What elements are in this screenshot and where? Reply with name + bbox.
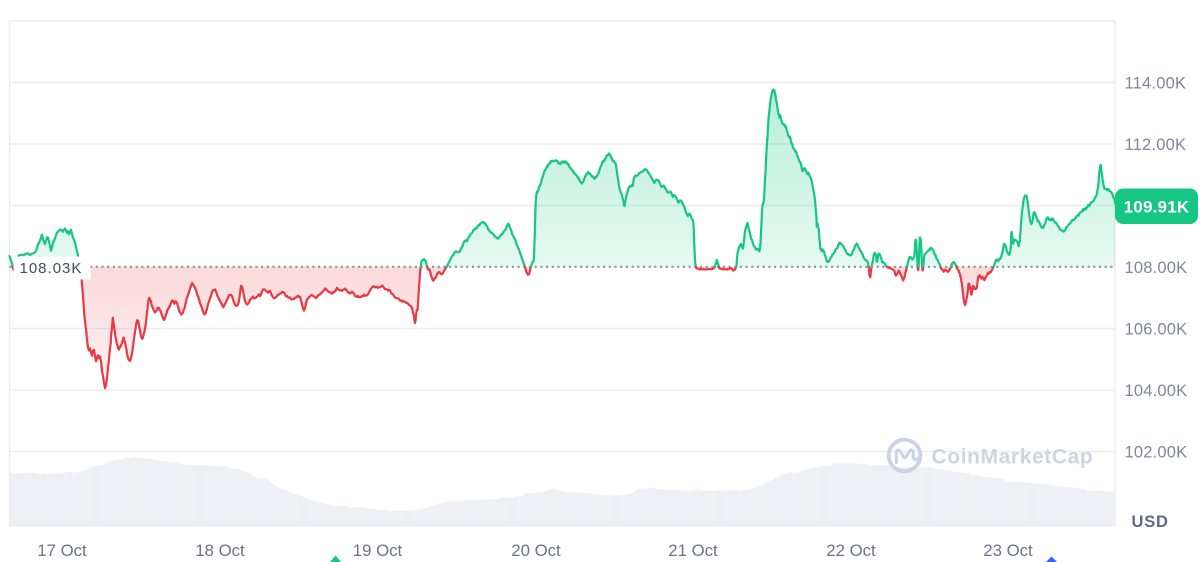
svg-text:18 Oct: 18 Oct [195, 541, 245, 560]
svg-text:108.00K: 108.00K [1125, 259, 1188, 277]
svg-text:CoinMarketCap: CoinMarketCap [932, 446, 1094, 469]
svg-text:102.00K: 102.00K [1125, 443, 1188, 461]
svg-text:19 Oct: 19 Oct [353, 541, 403, 560]
svg-text:114.00K: 114.00K [1125, 74, 1187, 92]
svg-text:112.00K: 112.00K [1125, 136, 1187, 154]
svg-text:20 Oct: 20 Oct [511, 541, 561, 560]
svg-text:104.00K: 104.00K [1125, 382, 1188, 400]
svg-text:108.03K: 108.03K [20, 260, 83, 277]
svg-text:17 Oct: 17 Oct [37, 541, 87, 560]
svg-text:22 Oct: 22 Oct [826, 541, 876, 560]
svg-text:23 Oct: 23 Oct [983, 541, 1033, 560]
svg-text:USD: USD [1132, 513, 1169, 531]
svg-text:106.00K: 106.00K [1125, 320, 1188, 338]
svg-text:21 Oct: 21 Oct [668, 541, 718, 560]
svg-text:109.91K: 109.91K [1124, 198, 1190, 217]
